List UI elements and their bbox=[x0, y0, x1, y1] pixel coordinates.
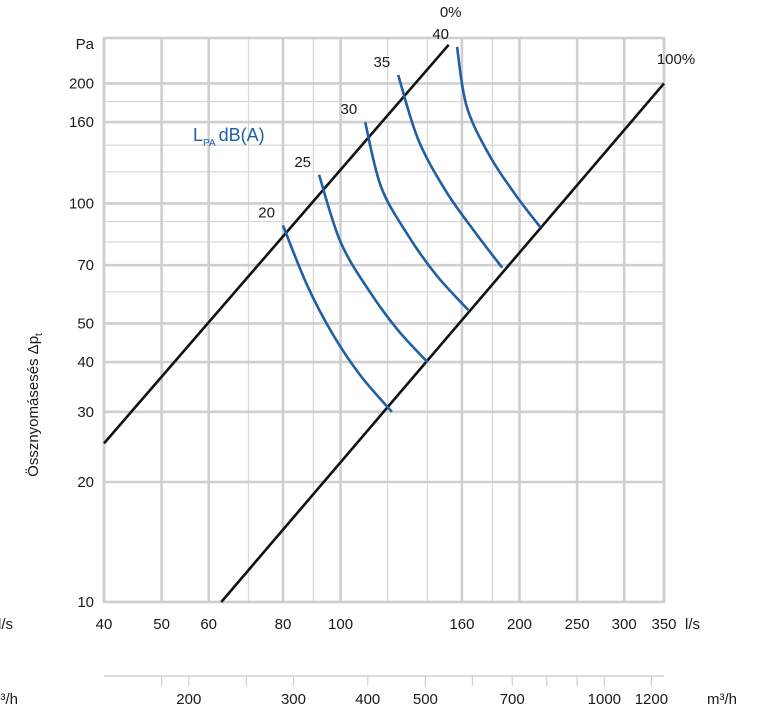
series-label-0pct: 0% bbox=[440, 4, 462, 21]
sound-curve-label-40: 40 bbox=[432, 26, 449, 43]
y-tick-label: 200 bbox=[69, 75, 94, 92]
sound-curve-35 bbox=[396, 74, 504, 269]
y-unit-label: Pa bbox=[76, 36, 95, 53]
y-axis-title-symbol: Δp bbox=[25, 336, 42, 354]
curve-label-unit: dB(A) bbox=[219, 125, 265, 145]
labels: 0% 100% 20 25 30 35 40 LPA dB(A) Össznyomásesés Δ… bbox=[24, 4, 695, 477]
y-tick-label: 30 bbox=[77, 404, 94, 421]
x-tick-label: 100 bbox=[328, 616, 353, 633]
sound-curve-label-20: 20 bbox=[258, 205, 275, 222]
y-axis-title: Össznyomásesés Δpt bbox=[24, 333, 45, 477]
x-tick-label: 40 bbox=[96, 616, 113, 633]
curve-family-label: LPA dB(A) bbox=[193, 125, 265, 149]
series-label-100pct: 100% bbox=[657, 51, 695, 68]
x-tick-label: 300 bbox=[612, 616, 637, 633]
y-axis-title-main: Össznyomásesés bbox=[24, 354, 42, 477]
curve-label-sub: PA bbox=[203, 138, 216, 149]
m3h-tick-label: 1200 bbox=[635, 691, 668, 708]
y-tick-label: 20 bbox=[77, 474, 94, 491]
y-tick-label: 10 bbox=[77, 594, 94, 611]
sound-curve-label-35: 35 bbox=[373, 54, 390, 71]
m3h-tick-label: 400 bbox=[355, 691, 380, 708]
x-unit-ls-left: l/s bbox=[0, 616, 13, 633]
x-tick-label: 60 bbox=[200, 616, 217, 633]
x-unit-m3h-left: m³/h bbox=[0, 691, 18, 708]
m3h-tick-label: 200 bbox=[176, 691, 201, 708]
sound-curve-40 bbox=[455, 46, 542, 229]
m3h-tick-label: 500 bbox=[413, 691, 438, 708]
y-axis-title-sub: t bbox=[34, 333, 45, 336]
x-tick-label: 80 bbox=[275, 616, 292, 633]
axes: 10 20 30 40 50 70 100 160 200 Pa 40 50 60 80 100 160 200… bbox=[0, 36, 737, 708]
x-unit-ls: l/s bbox=[685, 616, 700, 633]
system-line-0pct bbox=[103, 43, 450, 445]
sound-curve-label-30: 30 bbox=[340, 101, 357, 118]
system-line-100pct bbox=[220, 82, 665, 603]
m3h-tick-label: 1000 bbox=[588, 691, 621, 708]
curves bbox=[103, 43, 665, 603]
m3h-tick-label: 700 bbox=[500, 691, 525, 708]
sound-curve-20 bbox=[281, 225, 393, 413]
plot-border bbox=[102, 36, 666, 604]
x-unit-m3h: m³/h bbox=[707, 691, 737, 708]
y-tick-label: 50 bbox=[77, 315, 94, 332]
y-tick-label: 40 bbox=[77, 354, 94, 371]
curve-label-main: L bbox=[193, 125, 203, 145]
x-tick-label: 160 bbox=[449, 616, 474, 633]
sound-curve-30 bbox=[363, 121, 470, 311]
x-tick-label: 350 bbox=[651, 616, 676, 633]
x-tick-label: 200 bbox=[507, 616, 532, 633]
m3h-tick-label: 300 bbox=[281, 691, 306, 708]
y-tick-label: 160 bbox=[69, 114, 94, 131]
y-tick-label: 70 bbox=[77, 257, 94, 274]
x-tick-label: 250 bbox=[565, 616, 590, 633]
x-tick-label: 50 bbox=[153, 616, 170, 633]
sound-curve-label-25: 25 bbox=[294, 154, 311, 171]
grid bbox=[102, 36, 666, 604]
sound-curve-25 bbox=[317, 174, 429, 363]
y-tick-label: 100 bbox=[69, 195, 94, 212]
